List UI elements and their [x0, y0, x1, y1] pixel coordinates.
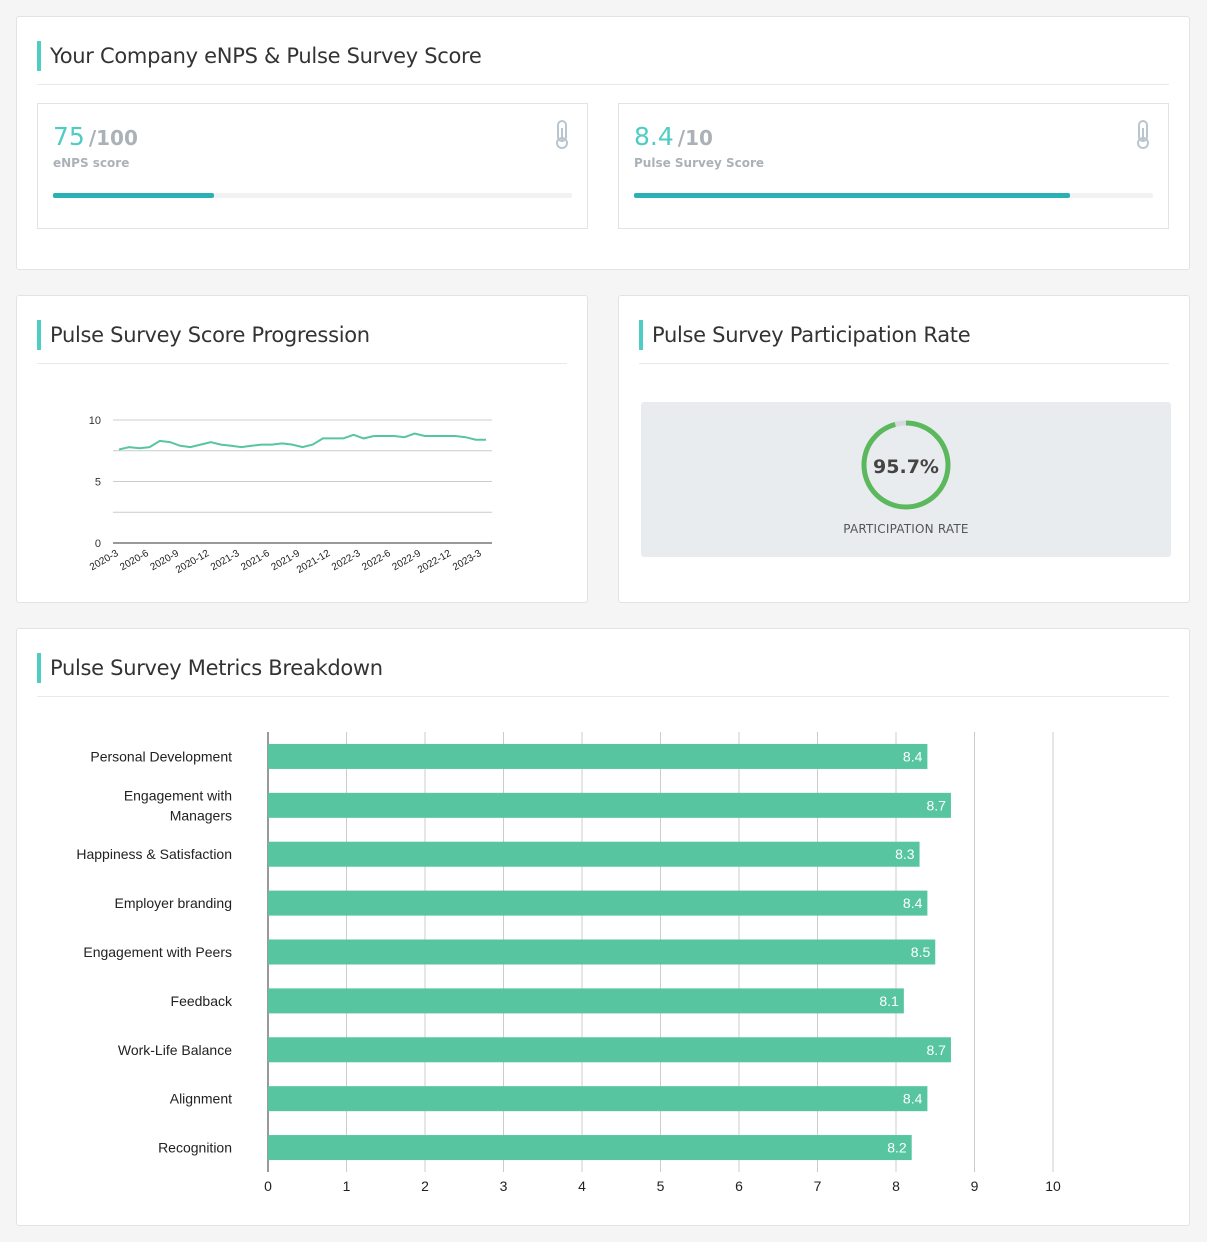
category-label: Alignment [170, 1091, 232, 1107]
enps-progress-track [53, 193, 572, 198]
x-tick-label: 2021-3 [209, 548, 242, 573]
breakdown-card-divider [37, 696, 1169, 697]
bar [268, 792, 951, 818]
pulse-score-line: 8.4/10 [634, 122, 713, 151]
x-tick-label: 2020-12 [174, 548, 212, 576]
category-label: Work-Life Balance [118, 1042, 232, 1058]
enps-progress-fill [53, 193, 214, 198]
metrics-bar-chart: 0 1 2 3 4 5 6 7 8 9 10 8.4 Personal Development 8.7 En… [76, 732, 1061, 1194]
participation-label: PARTICIPATION RATE [843, 522, 969, 536]
x-tick-label: 2020-3 [88, 548, 121, 573]
enps-score-label: eNPS score [53, 156, 130, 170]
bar [268, 988, 904, 1014]
y-tick-label: 0 [95, 538, 101, 550]
score-card-title: Your Company eNPS & Pulse Survey Score [37, 41, 482, 71]
thermometer-icon [556, 120, 568, 149]
bar [268, 1135, 912, 1161]
participation-card: Pulse Survey Participation Rate 95.7% PA… [618, 295, 1190, 603]
x-tick-label: 2020-6 [118, 548, 151, 573]
participation-card-title: Pulse Survey Participation Rate [639, 320, 971, 350]
progression-card-title: Pulse Survey Score Progression [37, 320, 370, 350]
bar [268, 1037, 951, 1063]
data-label: 8.4 [903, 1091, 923, 1107]
breakdown-card-title: Pulse Survey Metrics Breakdown [37, 653, 383, 683]
x-tick-label: 6 [735, 1178, 743, 1194]
x-tick-label: 2023-3 [451, 548, 484, 573]
x-tick-label: 9 [971, 1178, 979, 1194]
pulse-score-value: 8.4 [634, 122, 674, 151]
x-tick-label: 4 [578, 1178, 586, 1194]
x-tick-label: 2 [421, 1178, 429, 1194]
x-tick-label: 2022-3 [330, 548, 363, 573]
bar [268, 743, 928, 769]
participation-card-divider [639, 363, 1169, 364]
data-label: 8.4 [903, 748, 923, 764]
bar [268, 890, 928, 916]
pulse-progress-fill [634, 193, 1070, 198]
progression-card-divider [37, 363, 567, 364]
category-label: Engagement with Peers [83, 944, 232, 960]
category-label: Recognition [158, 1140, 232, 1156]
x-tick-label: 2021-6 [239, 548, 272, 573]
x-tick-label: 7 [814, 1178, 822, 1194]
data-label: 8.1 [879, 993, 899, 1009]
participation-ring [861, 420, 951, 510]
pulse-score-box: 8.4/10 Pulse Survey Score [618, 103, 1169, 229]
x-tick-label: 5 [657, 1178, 665, 1194]
x-tick-label: 2022-12 [416, 548, 454, 576]
thermometer-icon [1137, 120, 1149, 149]
x-tick-label: 1 [343, 1178, 351, 1194]
category-label: Employer branding [114, 895, 232, 911]
participation-value: 95.7% [873, 456, 939, 478]
data-label: 8.2 [887, 1140, 907, 1156]
category-label: Engagement with [124, 787, 232, 803]
y-tick-label: 10 [89, 415, 101, 427]
enps-score-line: 75/100 [53, 122, 138, 151]
bar [268, 1086, 928, 1112]
data-label: 8.5 [911, 944, 931, 960]
score-card: Your Company eNPS & Pulse Survey Score 7… [16, 16, 1190, 270]
x-tick-label: 10 [1045, 1178, 1061, 1194]
x-tick-label: 8 [892, 1178, 900, 1194]
enps-score-box: 75/100 eNPS score [37, 103, 588, 229]
ring-progress [861, 420, 951, 510]
x-tick-label: 2021-12 [295, 548, 333, 576]
data-label: 8.4 [903, 895, 923, 911]
x-tick-label: 3 [500, 1178, 508, 1194]
pulse-score-max: /10 [677, 126, 713, 150]
score-card-divider [37, 84, 1169, 85]
category-label: Personal Development [90, 748, 232, 764]
y-tick-label: 5 [95, 477, 101, 489]
x-tick-label: 0 [264, 1178, 272, 1194]
breakdown-card: Pulse Survey Metrics Breakdown 0 1 2 3 4 5 6 7 8… [16, 628, 1190, 1226]
progression-card: Pulse Survey Score Progression 0 5 10 2020-… [16, 295, 588, 603]
bar [268, 939, 936, 965]
enps-score-value: 75 [53, 122, 85, 151]
participation-panel: 95.7% PARTICIPATION RATE [641, 402, 1171, 557]
pulse-progress-track [634, 193, 1153, 198]
series-line [118, 432, 486, 451]
data-label: 8.7 [926, 1042, 946, 1058]
category-label: Happiness & Satisfaction [76, 846, 232, 862]
pulse-score-label: Pulse Survey Score [634, 156, 765, 170]
bar [268, 841, 920, 867]
data-label: 8.7 [926, 797, 946, 813]
category-label: Managers [170, 807, 232, 823]
progression-line-chart: 05102020-32020-62020-92020-122021-32021-… [88, 415, 492, 576]
category-label: Feedback [171, 993, 233, 1009]
x-tick-label: 2022-6 [360, 548, 393, 573]
data-label: 8.3 [895, 846, 915, 862]
enps-score-max: /100 [88, 126, 138, 150]
